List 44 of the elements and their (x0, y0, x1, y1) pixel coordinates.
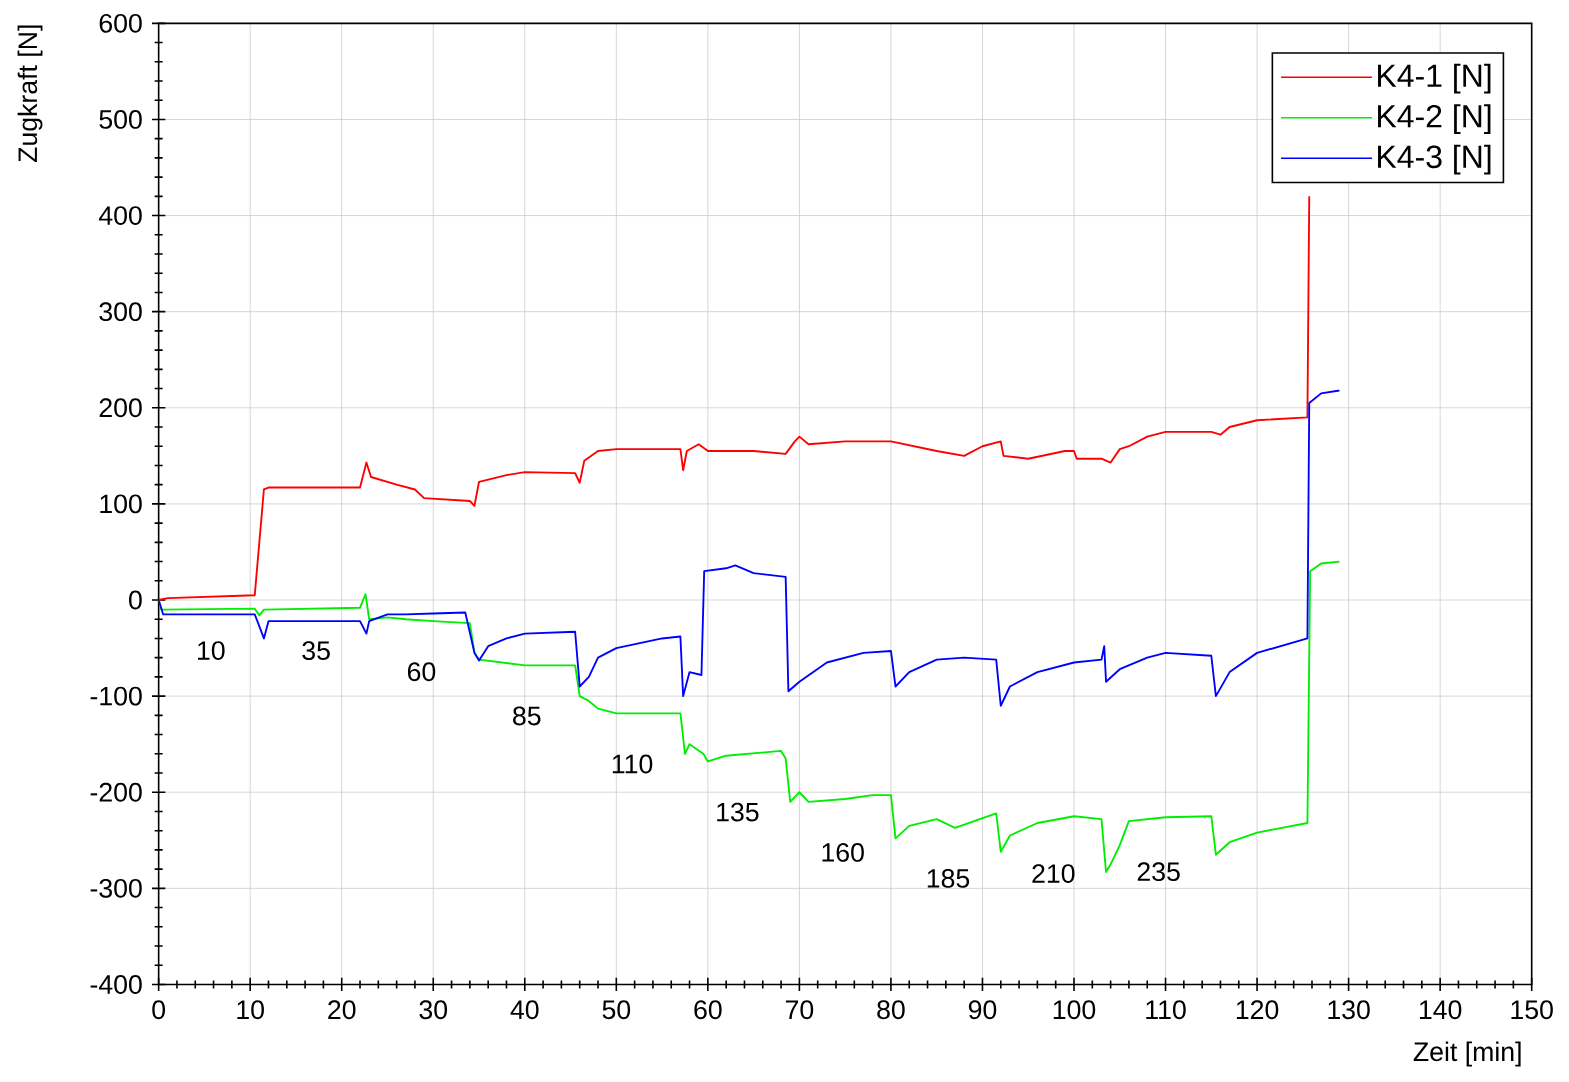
x-tick-label: 70 (785, 1000, 814, 1019)
x-tick-label: 140 (1419, 1000, 1462, 1019)
annotation: 85 (513, 706, 541, 726)
annotation: 235 (1137, 862, 1180, 881)
y-tick-label: 600 (99, 13, 142, 33)
y-tick-label: 500 (99, 109, 142, 129)
x-tick-label: 120 (1236, 1000, 1279, 1019)
y-tick-label: -300 (90, 878, 142, 898)
y-tick-label: 400 (98, 205, 142, 225)
legend-label: K4-3 [N] (1378, 144, 1491, 175)
y-tick-label: 300 (99, 302, 142, 321)
x-tick-label: 10 (237, 1000, 264, 1019)
x-tick-label: 0 (152, 1000, 165, 1019)
annotation: 160 (822, 842, 864, 862)
annotation: 35 (302, 640, 330, 660)
y-tick-label: -200 (90, 782, 142, 802)
x-tick-label: 110 (1146, 1000, 1186, 1019)
annotation: 10 (198, 640, 225, 660)
x-tick-label: 80 (877, 1000, 905, 1019)
annotation: 185 (927, 868, 970, 888)
y-tick-label: 0 (129, 590, 142, 610)
y-tick-label: -100 (90, 686, 142, 706)
line-series (158, 389, 1341, 707)
annotation: 110 (612, 754, 653, 774)
line-series (158, 195, 1311, 601)
x-tick-label: 100 (1053, 1000, 1096, 1019)
annotation: 60 (407, 662, 436, 681)
y-axis-title: Zugkraft [N] (17, 25, 43, 162)
x-axis-title: Zeit [min] (1413, 1041, 1521, 1067)
y-tick-label: -400 (90, 974, 142, 994)
x-tick-label: 60 (694, 1000, 722, 1019)
x-tick-label: 40 (510, 1000, 539, 1019)
x-tick-label: 20 (328, 1000, 356, 1019)
y-tick-label: 100 (100, 494, 142, 514)
annotation: 210 (1032, 863, 1075, 883)
y-tick-label: 200 (99, 398, 142, 417)
x-tick-label: 90 (968, 1000, 997, 1019)
x-tick-label: 130 (1328, 1000, 1370, 1019)
x-tick-label: 150 (1511, 1000, 1553, 1019)
legend-label: K4-1 [N] (1378, 63, 1491, 94)
x-tick-label: 30 (419, 1000, 448, 1019)
legend-label: K4-2 [N] (1378, 103, 1491, 134)
x-tick-label: 50 (602, 1000, 631, 1019)
annotation: 135 (717, 802, 759, 822)
